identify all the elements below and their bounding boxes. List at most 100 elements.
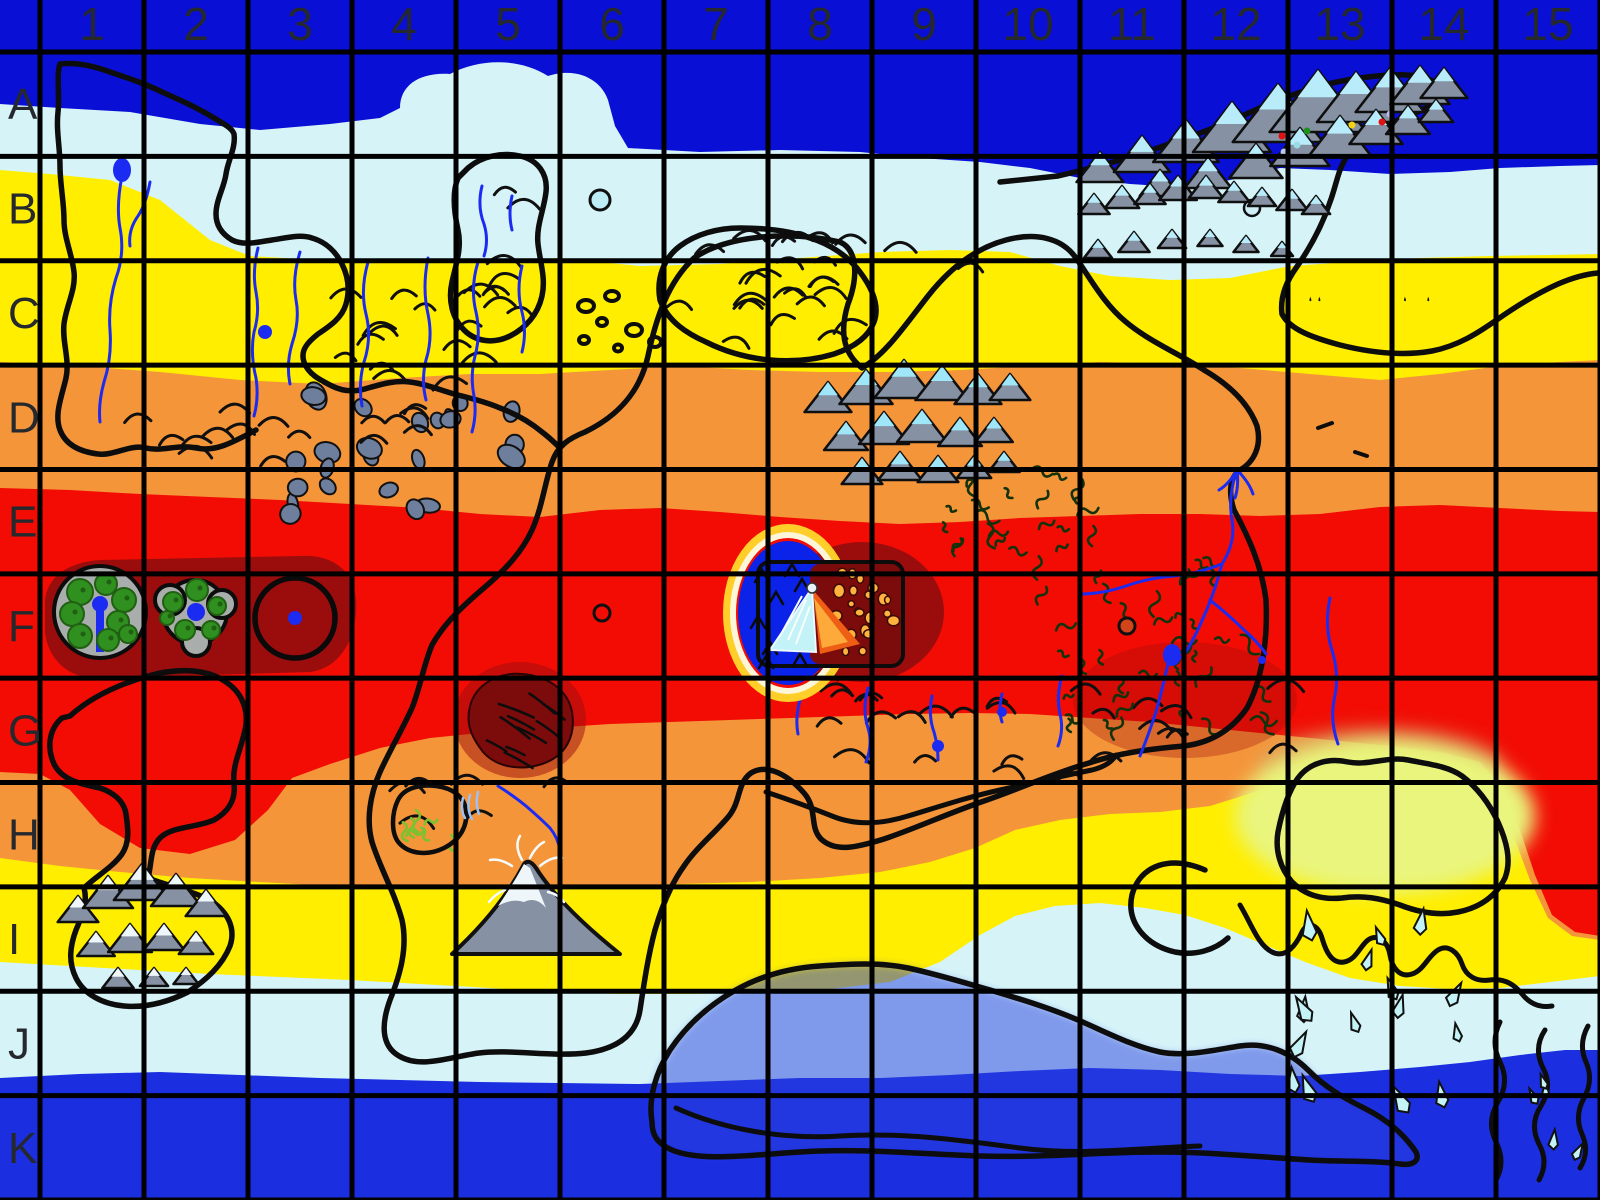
vegetation-scribble-icon [1239,633,1261,656]
lava-stone-icon [883,595,892,605]
river [863,686,872,764]
volcano-caldera [723,524,905,702]
vegetation-scribble-icon [1256,684,1272,703]
islet [576,298,596,314]
hill-arc-icon [813,286,848,300]
vegetation-scribble-icon [1052,472,1068,482]
vegetation-scribble-icon [411,808,422,834]
lava-stone-icon [841,646,850,657]
vegetation-scribble-icon [1008,545,1028,557]
vegetation-scribble-icon [1189,618,1199,630]
vegetation-scribble-icon [1056,524,1071,533]
rock-blob-icon [496,443,526,470]
forest-dot-icon [118,617,124,623]
grid-column-label: 8 [807,0,833,50]
mountain-peak-icon [1348,108,1404,146]
grid-row-label: H [8,811,40,860]
mountain-peak-icon [142,922,186,952]
mountain-snowcap-icon [1092,240,1104,248]
island-lake [92,596,108,612]
mountain-snowcap-icon [986,418,1002,429]
river [1208,598,1268,656]
grid-row-label: A [8,80,38,129]
grid-column-label: 13 [1314,0,1365,50]
rock-blob-icon [353,397,373,418]
lava-stone-icon [858,646,868,656]
forest-dot-icon [80,587,86,593]
ridge-caret-icon [749,613,767,630]
iceberg-icon [1452,1020,1464,1043]
mountain-snowcap-icon [891,360,917,377]
hill-arc-icon [985,696,1009,709]
mountain-peak-icon [1103,184,1141,210]
islet [595,316,609,328]
mountain-snowcap-icon [1087,194,1101,203]
mountain-peak-icon [1077,192,1111,216]
mountain-peak-icon [1417,98,1455,124]
mountain-snowcap-icon [188,932,204,942]
lava-stone-icon [882,609,892,619]
hill-arc-icon [1069,682,1102,696]
iceberg-icon [1301,907,1318,942]
forest-dot-icon [80,631,86,637]
grid-column-label: 12 [1210,0,1261,50]
hill-arc-icon [1268,742,1298,755]
archipelago [576,289,663,354]
grid-column-label: 3 [287,0,313,50]
hill-arc-icon [487,271,520,288]
hill-arc-icon [1159,703,1193,720]
grid-column-label: 11 [1108,0,1156,50]
hill-arc-icon [360,414,387,425]
vegetation-scribble-icon [1055,543,1069,553]
vegetation-scribble-icon [1086,524,1098,548]
hill-arc-icon [738,270,767,285]
islet [624,322,644,338]
forest-dot-icon [185,625,191,631]
river [1220,470,1238,566]
mountain-peak-icon [1419,66,1469,100]
mountain-snowcap-icon [1256,188,1268,196]
mountain-peak-icon [876,450,924,482]
mountain-peak-icon [988,372,1032,402]
islet [577,334,591,346]
volcano-summit-icon [806,582,818,594]
ridge-caret-icon [767,589,785,606]
grid-column-label: 2 [183,0,209,50]
mountain-snowcap-icon [853,458,871,470]
forest-dot-icon [211,625,217,631]
vegetation-scribble-icon [1249,715,1279,728]
forest-blobs [159,578,227,641]
rock-blob-icon [300,386,327,407]
vegetation-scribble-icon [1056,649,1070,659]
mountain-snowcap-icon [1114,186,1130,196]
mountain-snowcap-icon [1151,170,1169,182]
vegetation-scribble-icon [1148,589,1162,619]
mountain-peak-icon [1082,238,1114,260]
mountain-snowcap-icon [1240,236,1252,244]
hill-arc-icon [917,704,954,719]
hatch-mark-icon [497,702,535,719]
coast-south-polar-inner [673,1105,1203,1154]
hill-arc-icon [157,433,185,447]
hill-arc-icon [795,295,826,308]
grid-row-label: D [8,393,40,442]
lake [1163,644,1181,666]
hill-arc-icon [384,414,411,425]
dot-green-icon [1303,127,1311,135]
mountain-peak-icon [1300,194,1332,216]
vegetation-scribble-icon [974,508,1001,525]
hatch-mark-icon [503,751,534,770]
islet [612,342,624,354]
mountain-snowcap-icon [836,422,856,435]
vegetation-scribble-icon [1003,486,1014,500]
mountain-peak-icon [1232,234,1260,254]
mountain-snowcap-icon [1127,232,1141,241]
forest-blob-icon [67,623,93,649]
vegetation-scribble-icon [941,520,949,534]
ridge-caret-icon [791,651,809,668]
river [128,180,152,248]
vegetation-scribble-icon [419,826,431,842]
mountain-peak-icon [1228,142,1284,180]
